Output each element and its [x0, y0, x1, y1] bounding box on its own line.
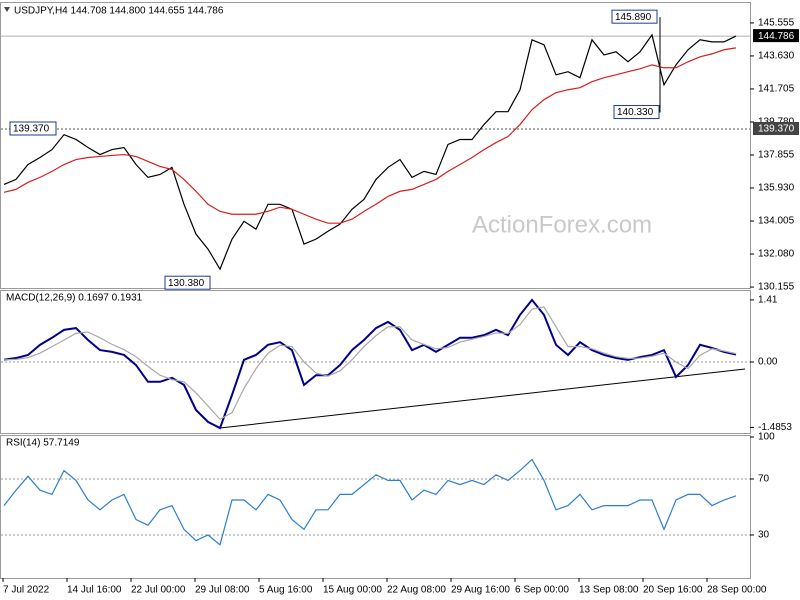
price-panel [0, 2, 751, 289]
trend-line [219, 368, 746, 429]
y-tick-label: 132.080 [758, 249, 795, 260]
x-tick-label: 29 Jul 08:00 [195, 585, 250, 596]
x-tick-label: 15 Aug 00:00 [323, 585, 382, 596]
series-line [3, 458, 737, 546]
level-label-box [9, 121, 57, 136]
series-line [3, 47, 737, 224]
y-tick-label: 141.705 [758, 84, 795, 95]
annotation-label: 145.890 [615, 12, 652, 23]
x-tick-label: 6 Sep 00:00 [515, 585, 569, 596]
x-tick-label: 20 Sep 16:00 [643, 585, 703, 596]
series-line [3, 306, 737, 420]
x-tick-label: 13 Sep 08:00 [579, 585, 639, 596]
annotation-label: 140.330 [617, 107, 654, 118]
level-price-tag-label: 139.370 [758, 124, 795, 135]
y-tick-label: 145.555 [758, 18, 795, 29]
annotation-box [611, 9, 658, 24]
y-tick-label: 130.155 [758, 282, 795, 293]
annotation-box [613, 105, 660, 120]
panel-title: MACD(12,26,9) 0.1697 0.1931 [6, 293, 143, 304]
y-tick-label: 0.00 [758, 357, 778, 368]
level-price-tag [753, 122, 799, 136]
watermark: ActionForex.com [472, 211, 652, 238]
annotation-label: 130.380 [168, 278, 205, 289]
y-tick-label: 134.005 [758, 216, 795, 227]
y-tick-label: 100 [758, 432, 775, 443]
last-price-label: 144.786 [758, 31, 795, 42]
level-label: 139.370 [13, 124, 50, 135]
x-tick-label: 22 Jul 00:00 [131, 585, 186, 596]
y-tick-label: 143.630 [758, 51, 795, 62]
x-tick-label: 14 Jul 16:00 [67, 585, 122, 596]
series-line [3, 33, 737, 271]
x-tick-label: 7 Jul 2022 [3, 585, 50, 596]
y-tick-label: 1.41 [758, 295, 778, 306]
y-tick-label: 30 [758, 530, 770, 541]
series-line [3, 298, 737, 430]
y-tick-label: 137.855 [758, 150, 795, 161]
panel-title: RSI(14) 57.7149 [6, 438, 80, 449]
panel-title: USDJPY,H4 144.708 144.800 144.655 144.78… [14, 6, 224, 17]
rsi-panel [0, 435, 751, 579]
y-tick-label: 70 [758, 474, 770, 485]
last-price-tag [753, 29, 799, 43]
symbol-icon [4, 7, 10, 12]
x-tick-label: 28 Sep 00:00 [707, 585, 767, 596]
x-tick-label: 22 Aug 08:00 [387, 585, 446, 596]
annotation-box [164, 275, 211, 290]
y-tick-label: 135.930 [758, 183, 795, 194]
y-tick-label: -1.4853 [758, 422, 792, 433]
x-tick-label: 29 Aug 16:00 [451, 585, 510, 596]
x-tick-label: 5 Aug 16:00 [259, 585, 313, 596]
